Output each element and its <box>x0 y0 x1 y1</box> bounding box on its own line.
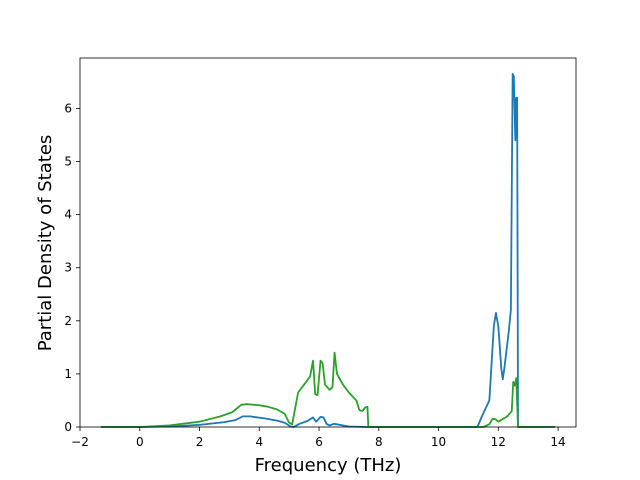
y-tick-label: 5 <box>64 155 72 169</box>
y-ticks: 0 1 2 3 4 5 6 <box>64 101 80 434</box>
x-tick-label: 14 <box>550 435 565 449</box>
axes-frame <box>79 57 577 428</box>
x-tick-label: 12 <box>491 435 506 449</box>
x-tick-label: 10 <box>431 435 446 449</box>
x-tick-label: 6 <box>315 435 323 449</box>
x-tick-label: 2 <box>196 435 204 449</box>
x-tick-label: 8 <box>375 435 383 449</box>
y-tick-label: 3 <box>64 261 72 275</box>
x-tick-label: −2 <box>71 435 89 449</box>
x-ticks: −2 0 2 4 6 8 10 12 14 <box>71 427 566 449</box>
x-tick-label: 0 <box>136 435 144 449</box>
y-tick-label: 0 <box>64 420 72 434</box>
y-axis-label: Partial Density of States <box>35 135 56 352</box>
y-tick-label: 6 <box>64 101 72 115</box>
series-line-1 <box>100 73 556 428</box>
y-tick-label: 2 <box>64 314 72 328</box>
x-axis-label: Frequency (THz) <box>255 455 402 476</box>
x-tick-label: 4 <box>255 435 263 449</box>
y-tick-label: 4 <box>64 208 72 222</box>
series-line-2 <box>100 351 556 428</box>
y-tick-label: 1 <box>64 367 72 381</box>
series-layer <box>100 73 556 428</box>
